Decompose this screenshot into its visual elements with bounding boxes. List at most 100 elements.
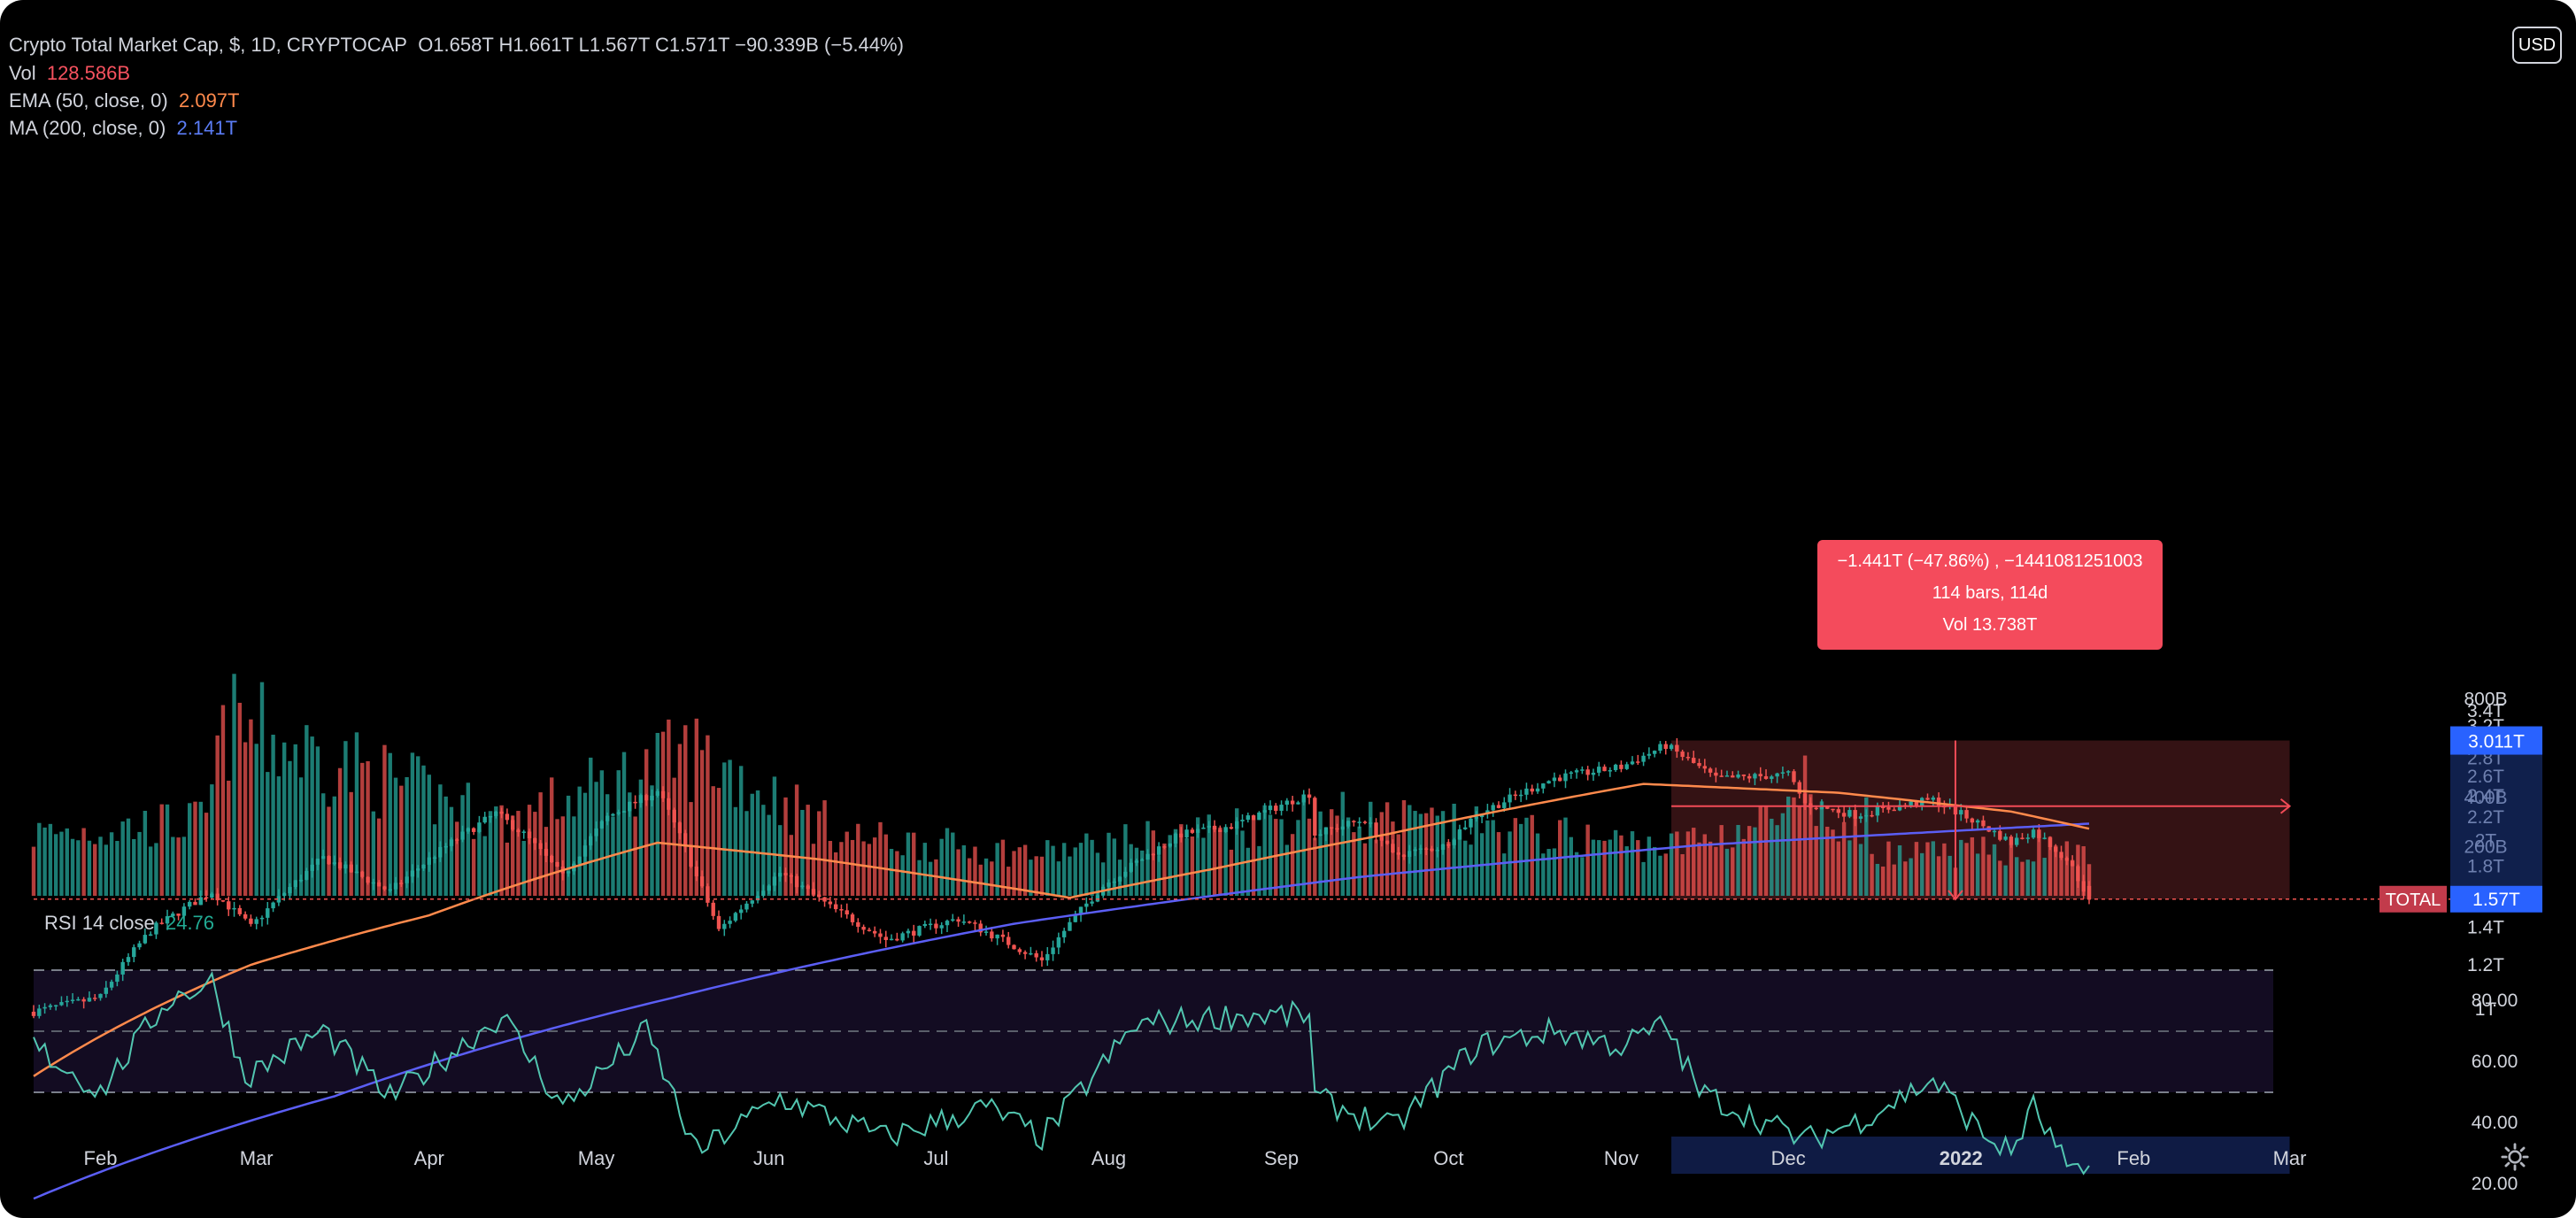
volume-bar bbox=[1875, 863, 1880, 896]
volume-bar bbox=[1151, 830, 1156, 896]
volume-bar bbox=[1992, 844, 1997, 896]
volume-bar bbox=[1792, 797, 1796, 896]
candle-body bbox=[1240, 820, 1245, 821]
candle-body bbox=[488, 815, 493, 818]
volume-bar bbox=[867, 844, 872, 896]
candle-body bbox=[293, 880, 297, 888]
candle-body bbox=[1006, 937, 1011, 945]
candle-body bbox=[1246, 815, 1251, 821]
time-axis[interactable]: Feb Mar Apr May Jun Jul Aug Sep Oct Nov Dec 2022 Feb… bbox=[84, 1147, 2307, 1169]
candle-body bbox=[81, 998, 86, 1002]
candle-body bbox=[109, 982, 114, 988]
measure-down-arrow bbox=[1947, 890, 1963, 901]
time-axis-tick: Jun bbox=[753, 1147, 784, 1169]
candle-body bbox=[1452, 839, 1456, 845]
volume-bar bbox=[376, 818, 382, 896]
candle-body bbox=[181, 906, 187, 916]
candle-body bbox=[2048, 837, 2053, 847]
volume-bar bbox=[337, 767, 343, 896]
ema-legend[interactable]: EMA (50, close, 0) 2.097T bbox=[9, 89, 239, 112]
ma-legend[interactable]: MA (200, close, 0) 2.141T bbox=[9, 117, 237, 140]
volume-bar bbox=[1396, 834, 1400, 896]
volume-bar bbox=[215, 735, 220, 896]
volume-bar bbox=[1095, 852, 1100, 896]
volume-bar bbox=[494, 806, 498, 896]
settings-gear-icon[interactable] bbox=[2500, 1142, 2530, 1172]
volume-bar bbox=[1379, 812, 1384, 896]
volume-bar bbox=[115, 841, 120, 896]
candle-body bbox=[1290, 800, 1295, 805]
series-tag: TOTAL bbox=[2386, 890, 2441, 910]
volume-bar bbox=[655, 733, 659, 896]
volume-bar bbox=[1469, 844, 1473, 896]
candle-body bbox=[1931, 798, 1936, 800]
volume-bar bbox=[1207, 814, 1211, 896]
candle-body bbox=[1758, 774, 1762, 776]
candle-body bbox=[254, 919, 258, 924]
candle-body bbox=[53, 1005, 58, 1007]
candle-body bbox=[126, 957, 131, 962]
volume-bar bbox=[259, 682, 265, 896]
volume-bar bbox=[572, 816, 576, 896]
volume-bar bbox=[1284, 844, 1290, 896]
candle-body bbox=[973, 922, 977, 924]
price-axis[interactable]: 3.4T3.2T2.8T2.6T2.4T2.2T2T1.8T1.4T1.2T1T… bbox=[2379, 690, 2542, 1021]
candle-body bbox=[789, 875, 794, 877]
volume-bar bbox=[672, 777, 676, 896]
candle-body bbox=[1340, 826, 1345, 830]
volume-bar bbox=[1914, 842, 1919, 896]
candle-body bbox=[845, 910, 849, 915]
volume-bar bbox=[889, 849, 894, 896]
candle-body bbox=[1998, 830, 2002, 840]
volume-bar bbox=[2054, 845, 2058, 896]
candle-body bbox=[1875, 806, 1880, 816]
volume-bar bbox=[1831, 829, 1835, 896]
candle-body bbox=[761, 890, 766, 897]
volume-bar bbox=[415, 756, 420, 896]
candle-body bbox=[482, 816, 487, 823]
candle-body bbox=[310, 864, 314, 871]
candle-body bbox=[983, 931, 989, 933]
volume-legend[interactable]: Vol 128.586B bbox=[9, 62, 130, 85]
candle-body bbox=[1235, 821, 1239, 829]
volume-bar bbox=[761, 805, 766, 896]
candle-body bbox=[1975, 820, 1980, 823]
candle-body bbox=[1680, 752, 1685, 758]
volume-bar bbox=[789, 835, 794, 896]
time-axis-tick: Oct bbox=[1433, 1147, 1463, 1169]
volume-bar bbox=[1190, 836, 1195, 896]
candle-body bbox=[533, 838, 537, 844]
volume-bar bbox=[143, 811, 148, 896]
volume-bar bbox=[1608, 839, 1613, 896]
currency-button[interactable]: USD bbox=[2512, 27, 2562, 64]
volume-bar bbox=[912, 832, 916, 896]
volume-bar bbox=[945, 828, 950, 896]
candle-body bbox=[298, 879, 304, 882]
candle-body bbox=[494, 811, 498, 816]
candle-body bbox=[360, 871, 365, 877]
rsi-legend[interactable]: RSI 14 close 24.76 bbox=[44, 912, 214, 935]
volume-bar bbox=[1864, 797, 1869, 896]
candle-body bbox=[677, 822, 683, 834]
volume-bar bbox=[527, 805, 532, 896]
measure-region[interactable] bbox=[1671, 740, 2290, 899]
candle-body bbox=[1724, 775, 1730, 777]
candle-body bbox=[332, 862, 337, 865]
candle-body bbox=[1763, 775, 1769, 779]
candle-body bbox=[1229, 827, 1234, 829]
candle-body bbox=[1574, 770, 1579, 773]
candle-body bbox=[817, 894, 821, 898]
volume-bar bbox=[711, 786, 715, 896]
volume-bar bbox=[371, 811, 376, 896]
volume-bar bbox=[1513, 818, 1518, 896]
volume-bar bbox=[237, 702, 243, 896]
candle-body bbox=[1652, 751, 1657, 754]
volume-bar bbox=[2086, 864, 2092, 896]
symbol-title[interactable]: Crypto Total Market Cap, $, 1D, CRYPTOCA… bbox=[9, 34, 407, 56]
candle-body bbox=[1117, 876, 1122, 882]
candle-body bbox=[1780, 772, 1785, 774]
volume-bar bbox=[900, 855, 905, 896]
candle-body bbox=[1296, 802, 1300, 805]
measure-volume: Vol 13.738T bbox=[1942, 615, 2038, 635]
